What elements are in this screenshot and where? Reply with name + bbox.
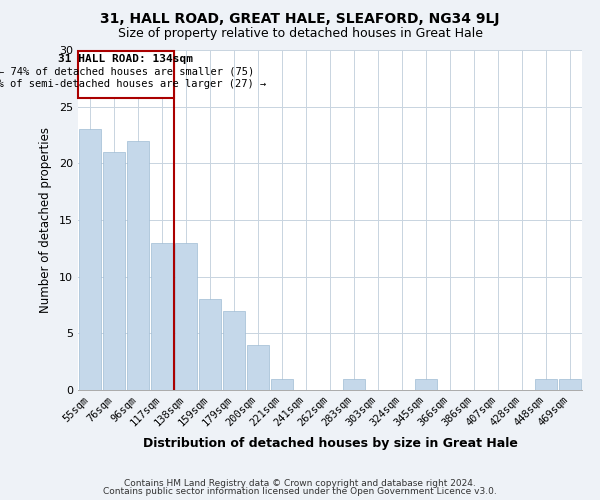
Bar xyxy=(175,242,197,390)
Bar xyxy=(223,310,245,390)
Text: 26% of semi-detached houses are larger (27) →: 26% of semi-detached houses are larger (… xyxy=(0,79,266,89)
Bar xyxy=(151,242,173,390)
Bar xyxy=(535,378,557,390)
X-axis label: Distribution of detached houses by size in Great Hale: Distribution of detached houses by size … xyxy=(143,437,517,450)
FancyBboxPatch shape xyxy=(78,50,174,98)
Bar xyxy=(415,378,437,390)
Bar xyxy=(79,130,101,390)
Bar xyxy=(247,344,269,390)
Text: Contains HM Land Registry data © Crown copyright and database right 2024.: Contains HM Land Registry data © Crown c… xyxy=(124,478,476,488)
Y-axis label: Number of detached properties: Number of detached properties xyxy=(39,127,52,313)
Bar xyxy=(559,378,581,390)
Text: Contains public sector information licensed under the Open Government Licence v3: Contains public sector information licen… xyxy=(103,488,497,496)
Text: 31 HALL ROAD: 134sqm: 31 HALL ROAD: 134sqm xyxy=(59,54,193,64)
Text: 31, HALL ROAD, GREAT HALE, SLEAFORD, NG34 9LJ: 31, HALL ROAD, GREAT HALE, SLEAFORD, NG3… xyxy=(100,12,500,26)
Bar xyxy=(103,152,125,390)
Bar xyxy=(271,378,293,390)
Bar xyxy=(199,300,221,390)
Bar xyxy=(343,378,365,390)
Bar xyxy=(127,140,149,390)
Text: ← 74% of detached houses are smaller (75): ← 74% of detached houses are smaller (75… xyxy=(0,66,254,76)
Text: Size of property relative to detached houses in Great Hale: Size of property relative to detached ho… xyxy=(118,28,482,40)
